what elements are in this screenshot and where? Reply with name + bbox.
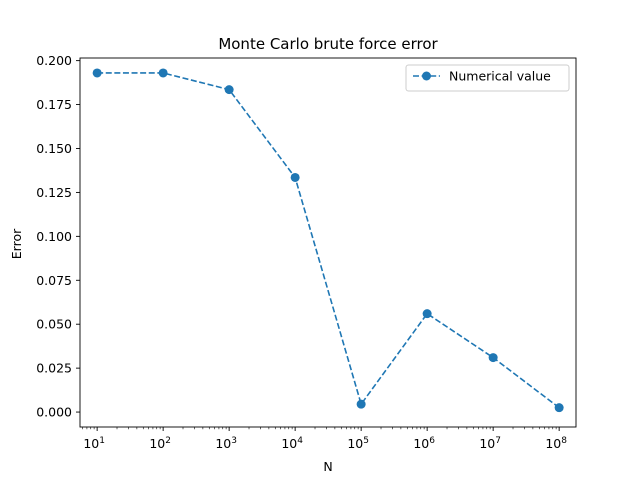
y-tick-label: 0.150	[36, 141, 72, 156]
plot-area: 101 102 103 104 105 106 107 108 0.000 0.025 0.050 0…	[36, 53, 577, 451]
x-tick-label: 107	[479, 436, 501, 451]
axes-frame	[79, 57, 577, 428]
legend-marker	[422, 71, 431, 81]
legend: Numerical value	[405, 64, 570, 92]
x-tick-label: 104	[281, 436, 303, 451]
x-tick-label: 108	[545, 436, 567, 451]
x-axis-label: N	[323, 459, 332, 474]
legend-box	[405, 64, 570, 92]
y-tick-label: 0.125	[36, 185, 72, 200]
y-tick-label: 0.100	[36, 229, 72, 244]
data-point	[488, 353, 498, 363]
x-tick-label: 102	[149, 436, 171, 451]
chart-title: Monte Carlo brute force error	[218, 35, 438, 53]
data-point	[554, 403, 564, 413]
x-tick-label: 106	[413, 436, 435, 451]
data-point	[356, 399, 366, 409]
data-point	[422, 309, 432, 319]
data-point	[290, 172, 300, 182]
data-point	[92, 68, 102, 78]
y-tick-label: 0.025	[36, 361, 72, 376]
data-point	[224, 85, 234, 95]
y-tick-label: 0.200	[36, 53, 72, 68]
y-tick-label: 0.075	[36, 273, 72, 288]
data-point	[158, 68, 168, 78]
y-tick-label: 0.175	[36, 97, 72, 112]
x-tick-label: 101	[83, 436, 105, 451]
series-line	[97, 72, 560, 409]
x-tick-label: 105	[347, 436, 369, 451]
y-axis-label: Error	[9, 228, 24, 259]
y-tick-label: 0.050	[36, 317, 72, 332]
y-tick-label: 0.000	[36, 405, 72, 420]
legend-label: Numerical value	[449, 69, 551, 84]
x-tick-label: 103	[215, 436, 237, 451]
